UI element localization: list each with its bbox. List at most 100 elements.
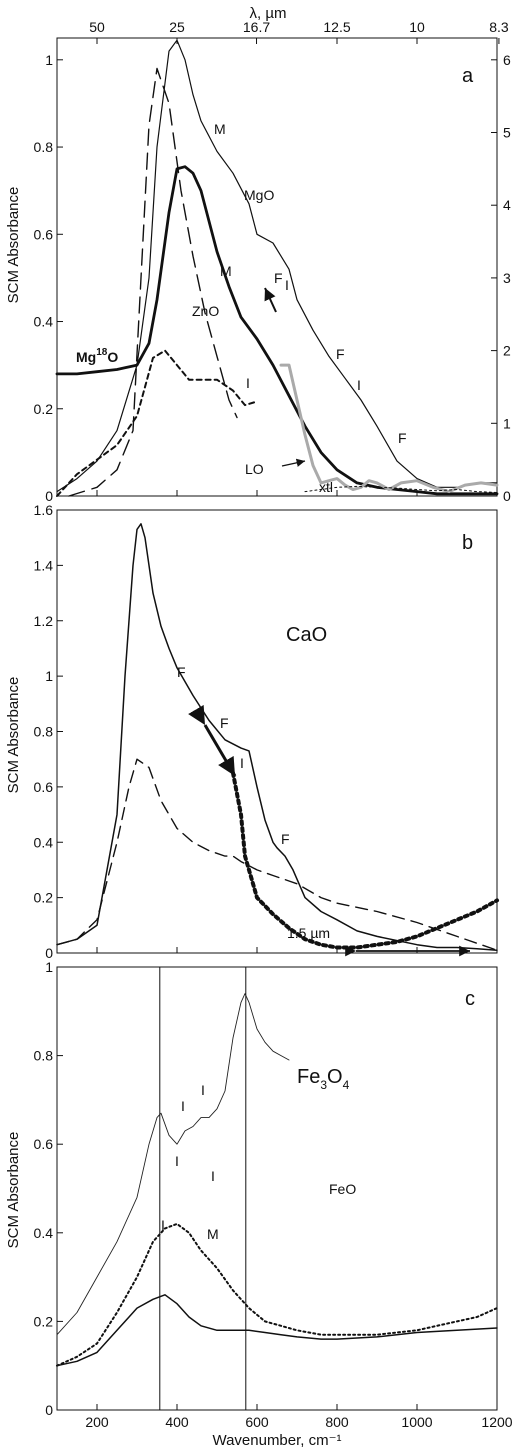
x-tick-label: 800 <box>325 1414 349 1430</box>
series-line-a-1 <box>55 165 499 496</box>
panel-a-letter: a <box>462 65 474 87</box>
label-a-m2: M <box>220 263 232 279</box>
label-fe3o4: Fe3O4 <box>297 1066 350 1092</box>
label-b-f1: F <box>177 664 186 680</box>
y-tick-label-c: 1 <box>45 959 53 975</box>
panel-a-frame <box>56 37 498 497</box>
label-film: 1.5 µm <box>287 925 330 941</box>
y-tick-label-b: 0.6 <box>34 779 54 795</box>
label-a-m1: M <box>214 121 226 137</box>
panel-c-frame <box>56 966 498 1411</box>
fe3o4-main: Fe <box>297 1066 320 1088</box>
series-line-c-1 <box>56 1222 498 1367</box>
y-tick-label-c: 0 <box>45 1402 53 1418</box>
top-tick-label: 25 <box>169 19 185 35</box>
y-tick-label-b: 0.8 <box>34 724 54 740</box>
series-line-c-0 <box>56 993 290 1336</box>
y-tick-label-c: 0.2 <box>34 1313 54 1329</box>
label-a-i3: I <box>357 377 361 393</box>
x-axis-label: Wavenumber, cm⁻¹ <box>212 1432 341 1449</box>
top-tick-label: 8.3 <box>489 19 509 35</box>
label-c-i5: I <box>161 1217 165 1233</box>
y-tick-label-a: 0.2 <box>34 401 54 417</box>
label-a-i2: I <box>246 375 250 391</box>
label-feo: FeO <box>329 1181 356 1197</box>
y-axis-label-a: SCM Absorbance <box>5 187 22 304</box>
right-tick-label: 1 <box>503 415 511 431</box>
label-b-f2: F <box>220 715 229 731</box>
y-tick-label-b: 1.6 <box>34 502 54 518</box>
right-tick-label: 2 <box>503 343 511 359</box>
panel-c-letter: c <box>465 988 475 1010</box>
label-mg18o: Mg18O <box>76 347 118 365</box>
y-tick-label-c: 0.4 <box>34 1225 54 1241</box>
series-line-c-2 <box>56 1294 498 1367</box>
y-tick-label-b: 0 <box>45 945 53 961</box>
y-tick-label-a: 0 <box>45 488 53 504</box>
right-tick-label: 6 <box>503 52 511 68</box>
y-tick-label-a: 0.8 <box>34 139 54 155</box>
right-tick-label: 0 <box>503 488 511 504</box>
y-tick-label-a: 1 <box>45 52 53 68</box>
label-c-m: M <box>207 1226 219 1242</box>
y-tick-label-b: 1 <box>45 668 53 684</box>
label-zno: ZnO <box>192 303 219 319</box>
panel-b-letter: b <box>462 532 473 554</box>
label-a-i1: I <box>285 277 289 293</box>
mg18o-tail: O <box>107 349 118 365</box>
top-tick-label: 50 <box>89 19 105 35</box>
top-tick-label: 12.5 <box>323 19 350 35</box>
top-tick-label: 10 <box>409 19 425 35</box>
y-tick-label-b: 0.2 <box>34 890 54 906</box>
y-tick-label-c: 0.6 <box>34 1136 54 1152</box>
series-line-a-3 <box>56 349 258 497</box>
mg18o-main: Mg <box>76 349 96 365</box>
y-axis-label-c: SCM Absorbance <box>5 1132 22 1249</box>
lo-arrow <box>281 458 306 467</box>
y-tick-label-b: 0.4 <box>34 834 54 850</box>
right-tick-label: 4 <box>503 197 511 213</box>
top-tick-label: 16.7 <box>243 19 270 35</box>
x-tick-label: 1200 <box>481 1414 512 1430</box>
y-tick-label-c: 0.8 <box>34 1048 54 1064</box>
y-tick-label-a: 0.6 <box>34 226 54 242</box>
label-a-f1: F <box>274 270 283 286</box>
series-line-a-0 <box>56 39 498 493</box>
y-axis-label-b: SCM Absorbance <box>5 677 22 794</box>
series-line-a-5 <box>304 485 498 493</box>
series-line-b-0 <box>56 523 498 951</box>
label-c-i4: I <box>211 1168 215 1184</box>
series-line-b-2 <box>231 771 499 950</box>
x-tick-label: 1000 <box>401 1414 432 1430</box>
panel-b-frame <box>56 509 498 954</box>
label-b-f3: F <box>281 831 290 847</box>
a-rise-arrow <box>264 287 277 313</box>
series-line-a-2 <box>68 67 238 497</box>
x-tick-label: 400 <box>165 1414 189 1430</box>
right-tick-label: 5 <box>503 125 511 141</box>
y-tick-label-a: 0.4 <box>34 314 54 330</box>
series-line-a-4 <box>279 363 499 494</box>
label-a-f3: F <box>398 430 407 446</box>
x-tick-label: 200 <box>85 1414 109 1430</box>
x-tick-label: 600 <box>245 1414 269 1430</box>
b-double-arrow <box>188 704 237 777</box>
label-cao: CaO <box>286 624 327 646</box>
label-c-i3: I <box>175 1153 179 1169</box>
label-c-i1: I <box>181 1098 185 1114</box>
label-b-i1: I <box>240 755 244 771</box>
fe3o4-mid: O <box>327 1066 343 1088</box>
top-axis-label: λ, µm <box>250 5 287 22</box>
label-c-i2: I <box>201 1082 205 1098</box>
y-tick-label-b: 1.2 <box>34 613 54 629</box>
y-tick-label-b: 1.4 <box>34 557 54 573</box>
fe3o4-sub1: 3 <box>320 1078 327 1092</box>
right-tick-label: 3 <box>503 270 511 286</box>
label-mgo: MgO <box>244 187 274 203</box>
label-lo: LO <box>245 461 264 477</box>
mg18o-sup: 18 <box>96 347 108 358</box>
fe3o4-sub2: 4 <box>343 1078 350 1092</box>
series-line-b-1 <box>56 758 498 951</box>
